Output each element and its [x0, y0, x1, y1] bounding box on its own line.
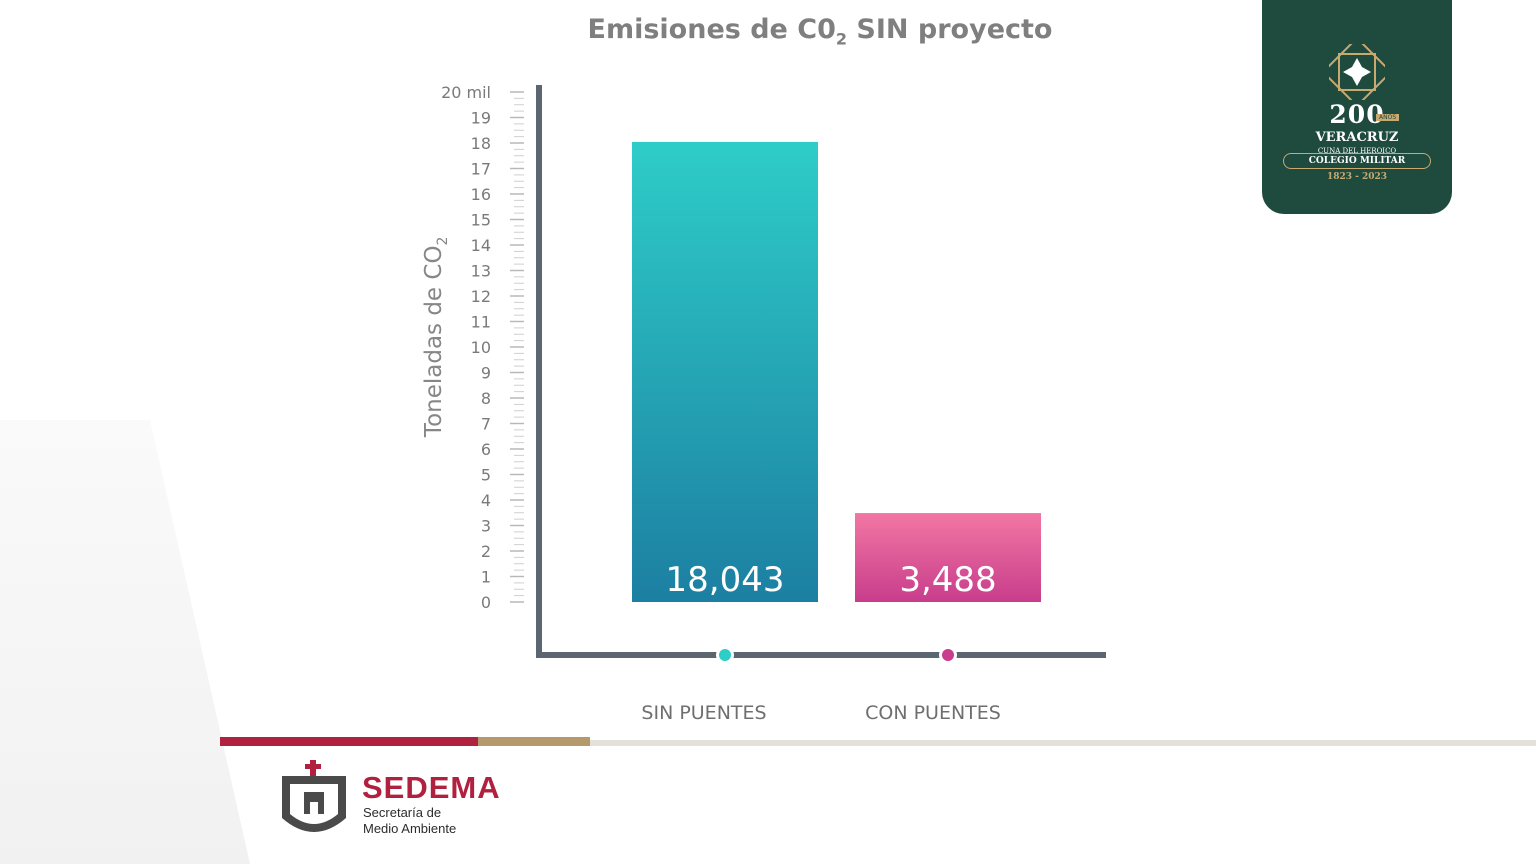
- y-tick-label: 13: [471, 262, 491, 281]
- y-tick-label: 9: [481, 364, 491, 383]
- badge-line2: COLEGIO MILITAR: [1283, 153, 1431, 169]
- category-dot: [942, 649, 954, 661]
- y-tick-label: 6: [481, 440, 491, 459]
- chart-title: Emisiones de C02 SIN proyecto: [587, 14, 1053, 49]
- y-tick-label: 7: [481, 415, 491, 434]
- divider-stripe-tan: [478, 737, 590, 746]
- badge-state: VERACRUZ: [1315, 130, 1399, 145]
- badge-emblem-icon: [1329, 44, 1385, 100]
- y-tick-label: 12: [471, 287, 491, 306]
- y-tick-label: 0: [481, 593, 491, 612]
- x-label-con-puentes: CON PUENTES: [865, 702, 1001, 724]
- y-tick-label: 14: [471, 236, 491, 255]
- x-label-sin-puentes: SIN PUENTES: [641, 702, 767, 724]
- bicentennial-badge: 200 AÑOS VERACRUZ CUNA DEL HEROICO COLEG…: [1262, 0, 1452, 214]
- veracruz-shield-icon: [282, 760, 346, 832]
- y-tick-label: 18: [471, 134, 491, 153]
- y-tick-label: 15: [471, 211, 491, 230]
- y-tick-label: 1: [481, 568, 491, 587]
- y-tick-label: 3: [481, 517, 491, 536]
- y-tick-label: 4: [481, 491, 491, 510]
- category-dot: [719, 649, 731, 661]
- bar-sin-puentes: [632, 141, 818, 602]
- axis-line: [536, 85, 1106, 658]
- logo-subtitle: Secretaría de Medio Ambiente: [363, 805, 457, 836]
- y-tick-label: 5: [481, 466, 491, 485]
- y-tick-label: 17: [471, 160, 491, 179]
- y-tick-label: 16: [471, 185, 491, 204]
- y-tick-label: 2: [481, 542, 491, 561]
- bar-value-label: 3,488: [899, 560, 996, 600]
- y-tick-label: 11: [471, 313, 491, 332]
- y-tick-label: 19: [471, 109, 491, 128]
- badge-years: 1823 - 2023: [1326, 172, 1388, 182]
- y-tick-label: 20 mil: [441, 83, 491, 102]
- divider-stripe-grey: [590, 740, 1536, 746]
- badge-line1: CUNA DEL HEROICO: [1317, 147, 1397, 155]
- badge-number: 200: [1329, 100, 1385, 129]
- logo-name: SEDEMA: [362, 770, 501, 805]
- divider-stripe-red: [220, 737, 478, 746]
- bar-con-puentes: [855, 513, 1041, 602]
- bar-value-label: 18,043: [666, 560, 785, 600]
- badge-years-label: AÑOS: [1376, 114, 1400, 121]
- y-tick-label: 8: [481, 389, 491, 408]
- y-tick-label: 10: [471, 338, 491, 357]
